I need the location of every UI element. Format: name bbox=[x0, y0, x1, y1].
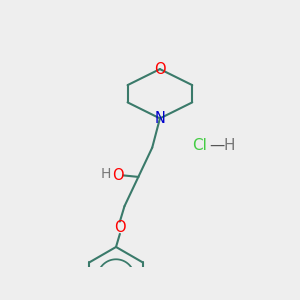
Text: O: O bbox=[112, 168, 124, 183]
Text: Cl: Cl bbox=[193, 138, 207, 153]
Text: H: H bbox=[224, 138, 235, 153]
Text: H: H bbox=[101, 167, 111, 181]
Text: N: N bbox=[154, 111, 165, 126]
Text: —: — bbox=[209, 138, 224, 153]
Text: O: O bbox=[114, 220, 126, 235]
Text: O: O bbox=[154, 61, 166, 76]
